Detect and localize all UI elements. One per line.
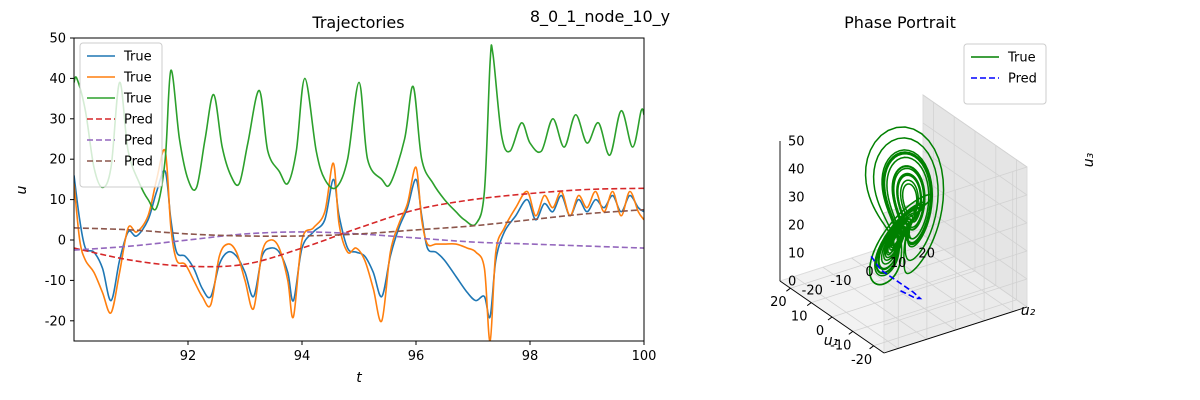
grid-line	[883, 222, 1028, 270]
series-line-3-true	[74, 44, 644, 227]
u1-tick-label: 10	[791, 310, 808, 325]
grid-line	[851, 257, 956, 331]
phase-series-1-true	[864, 126, 945, 286]
u2-tick-label: -20	[802, 283, 823, 298]
phase-legend-entry-label: True	[1007, 51, 1036, 66]
trajectories-ticks: 92 94 96 98 100 -20 -10 0 10 20 30 40 50	[45, 32, 657, 365]
phase-portrait-plot-area	[864, 126, 945, 300]
trajectories-axes-frame	[73, 37, 645, 342]
u1-tick-mark	[827, 316, 833, 321]
u1-tick-label: 0	[816, 324, 824, 339]
u1-tick-mark	[848, 330, 854, 335]
grid-line	[883, 278, 1028, 326]
y-tick-label: 40	[49, 72, 66, 87]
u1-tick-mark	[869, 345, 874, 350]
series-line-5-pred	[74, 231, 644, 251]
trajectories-title: Trajectories	[311, 13, 404, 32]
y-tick-label: 0	[58, 234, 66, 249]
phase-series-2-pred	[870, 255, 923, 300]
grid-line	[883, 166, 1028, 214]
figure-suptitle: 8_0_1_node_10_y	[530, 7, 670, 27]
x-tick-label: 100	[632, 349, 657, 364]
trajectories-panel: Trajectories 92 94 96 98 100 -20 -10 0 10 20 30 40 5…	[14, 13, 656, 386]
x-tick-label: 96	[408, 349, 425, 364]
u2-axis-line	[883, 306, 1028, 354]
y-tick-label: 30	[49, 112, 66, 127]
y-tick-label: 20	[49, 153, 66, 168]
trajectories-plot-area	[74, 44, 644, 341]
series-line-2-true	[74, 148, 644, 341]
grid-line	[922, 178, 1028, 252]
series-line-4-pred	[74, 187, 644, 268]
grid-line	[922, 94, 1028, 168]
y-tick-label: -20	[45, 314, 66, 329]
phase-portrait-title: Phase Portrait	[844, 13, 956, 32]
phase-legend-entry-label: Pred	[1008, 72, 1037, 87]
phase-portrait-panel: Phase Portrait -20-1001020-20-1001020010…	[770, 13, 1097, 368]
trajectories-ylabel: u	[14, 185, 30, 194]
y-tick-label: 10	[49, 193, 66, 208]
legend-entry-label: True	[123, 92, 152, 107]
u2-tick-label: 10	[890, 256, 907, 271]
grid-line	[922, 122, 1028, 196]
u2-tick-label: 20	[918, 247, 935, 262]
u1-tick-label: 20	[770, 295, 787, 310]
u1-tick-label: -10	[830, 338, 851, 353]
grid-line	[822, 266, 928, 340]
legend-entry-label: Pred	[124, 155, 153, 170]
x-tick-label: 98	[522, 349, 539, 364]
y-tick-label: -10	[45, 274, 66, 289]
u2-tick-label: 0	[865, 265, 873, 280]
phase-portrait-grid	[790, 94, 1028, 354]
u1-tick-mark	[806, 302, 812, 307]
legend-entry-label: True	[123, 50, 152, 65]
u3-tick-label: 40	[788, 163, 805, 178]
u3-tick-label: 0	[788, 275, 796, 290]
trajectories-legend: True True True Pred Pred Pred	[79, 42, 163, 188]
x-tick-label: 92	[180, 349, 197, 364]
y-tick-label: 50	[49, 32, 66, 47]
x-tick-label: 94	[294, 349, 311, 364]
legend-entry-label: True	[123, 71, 152, 86]
u3-tick-label: 30	[788, 191, 805, 206]
phase-portrait-ylabel: u₂	[1021, 303, 1036, 319]
u2-tick-label: -10	[830, 274, 851, 289]
phase-portrait-legend: True Pred	[963, 43, 1047, 105]
u1-tick-mark	[786, 287, 791, 292]
phase-portrait-xlabel: u₁	[824, 333, 839, 349]
legend-entry-label: Pred	[124, 113, 153, 128]
phase-legend-box	[963, 43, 1047, 105]
phase-portrait-zlabel: u₃	[1081, 152, 1097, 167]
u1-tick-label: -20	[851, 353, 872, 368]
u3-tick-label: 10	[788, 247, 805, 262]
series-line-6-pred	[74, 208, 644, 238]
u3-tick-label: 20	[788, 219, 805, 234]
series-line-1-true	[74, 169, 644, 319]
grid-line	[908, 239, 1013, 312]
legend-entry-label: Pred	[124, 134, 153, 149]
trajectories-xlabel: t	[356, 370, 362, 386]
legend-box	[79, 42, 163, 188]
grid-line	[922, 234, 1028, 308]
u3-tick-label: 50	[788, 135, 805, 150]
grid-line	[794, 276, 899, 349]
